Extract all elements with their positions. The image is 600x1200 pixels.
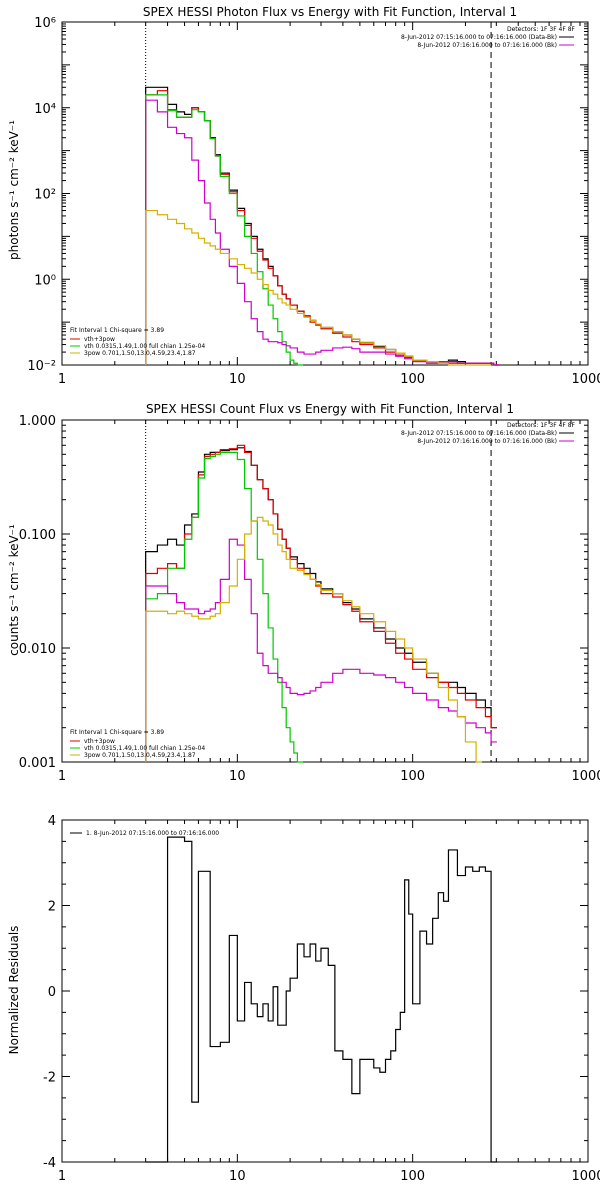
panel1-ytick-label: 10⁻² [27,359,56,374]
panel2-xtick-label: 100 [400,769,425,784]
panel1-series-green [145,94,304,366]
panel1-ytick-label: 10⁰ [34,273,56,288]
panel1-title: SPEX HESSI Photon Flux vs Energy with Fi… [143,5,517,19]
panel2-series-yellow [145,516,482,763]
panel3-xtick-label: 100 [400,1169,425,1184]
panel1-xtick-label: 100 [400,372,425,387]
panel3-xtick-label: 10 [229,1169,246,1184]
panel1-legend-bk: 8-Jun-2012 07:16:16.000 to 07:16:16.000 … [417,42,557,49]
panel2-legend-detectors: Detectors: 1F 3F 4F 8F [507,422,576,429]
panel2-ytick-label: 0.010 [19,642,56,657]
panel3-legend: 1. 8-Jun-2012 07:15:16.000 to 07:16:16.0… [86,830,219,837]
panel-count-flux: SPEX HESSI Count Flux vs Energy with Fit… [7,402,600,784]
panel1-legend-fit2: vth 0.0315,1.49,1.00 full chian 1.25e-04 [84,343,205,350]
panel2-legend-fit2: vth 0.0315,1.49,1.00 full chian 1.25e-04 [84,745,205,752]
panel1-xtick-label: 1 [58,372,66,387]
panel2-series-magenta [145,538,497,762]
panel1-series-red [145,90,500,366]
panel2-legend-data: 8-Jun-2012 07:15:16.000 to 07:16:16.000 … [401,430,557,437]
panel2-ytick-label: 1.000 [19,414,56,429]
panel3-frame [61,819,589,1163]
panel1-ytick-label: 10⁶ [34,16,56,31]
panel2-legend-fit3: 3pow 0.701,1.50,13.0,4.59,23.4,1.87 [84,752,196,759]
panel-photon-flux: SPEX HESSI Photon Flux vs Energy with Fi… [7,5,600,387]
panel1-legend-detectors: Detectors: 1F 3F 4F 8F [507,26,576,33]
panel2-legend-bk: 8-Jun-2012 07:16:16.000 to 07:16:16.000 … [417,438,557,445]
panel1-legend-fit3: 3pow 0.701,1.50,13.0,4.59,23.4,1.87 [84,350,196,357]
panel1-legend-fit1: vth+3pow [84,336,115,343]
panel3-ytick-label: -4 [43,1156,56,1171]
panel2-title: SPEX HESSI Count Flux vs Energy with Fit… [146,402,514,416]
panel3-ytick-label: 2 [48,900,56,915]
panel1-ytick-label: 10⁴ [34,102,56,117]
panel1-ylabel: photons s⁻¹ cm⁻² keV⁻¹ [7,120,21,260]
panel2-legend-fit: Fit Interval 1 Chi-square = 3.89 [70,729,164,736]
panel2-ytick-label: 0.001 [19,756,56,771]
panel2-ylabel: counts s⁻¹ cm⁻² keV⁻¹ [7,524,21,656]
panel3-ylabel: Normalized Residuals [7,926,21,1055]
panel3-ytick-label: 0 [48,985,56,1000]
panel1-frame [61,21,589,366]
panel3-series-black [145,836,497,1163]
panel1-xtick-label: 10 [229,372,246,387]
panel1-ytick-label: 10² [34,188,56,203]
panel2-xtick-label: 10 [229,769,246,784]
panel3-ytick-label: 4 [48,814,56,829]
panel1-legend-data: 8-Jun-2012 07:15:16.000 to 07:16:16.000 … [401,34,557,41]
panel2-legend-fit1: vth+3pow [84,738,115,745]
panel2-ytick-label: 0.100 [19,528,56,543]
panel1-legend-fit: Fit Interval 1 Chi-square = 3.89 [70,327,164,334]
panel3-ytick-label: -2 [43,1071,56,1086]
panel1-series-black [145,86,500,366]
panel2-series-green [145,451,304,763]
panel2-frame [61,419,589,763]
panel3-xtick-label: 1 [58,1169,66,1184]
panel2-xtick-label: 1 [58,769,66,784]
panel1-series-yellow [145,209,492,366]
